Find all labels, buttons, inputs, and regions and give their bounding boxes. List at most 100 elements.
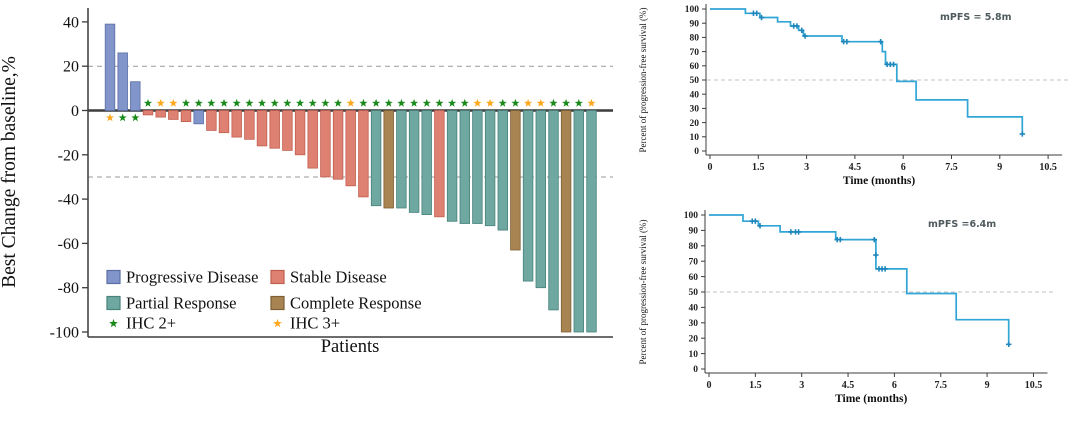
ihc-marker: [422, 98, 431, 107]
km-plot-top: 0 10 20 30 40 50 60 70 80 90 100 0 1.5 3 4.5 6 7.5 9 10.5 m…: [638, 4, 1069, 187]
ihc-marker: [486, 98, 495, 107]
waterfall-bar: [434, 110, 445, 218]
waterfall-bar: [421, 110, 432, 215]
x-tick-label: 0: [708, 162, 713, 173]
y-tick-label: 100: [684, 211, 699, 221]
legend-label: Progressive Disease: [126, 268, 258, 287]
y-tick-label: 90: [690, 19, 700, 29]
ihc-marker: [118, 113, 127, 122]
waterfall-bar: [218, 110, 230, 134]
y-tick-label: 20: [690, 119, 700, 129]
censor-mark: [890, 61, 897, 68]
y-tick-label: 20: [689, 334, 699, 344]
censor-mark: [753, 10, 760, 16]
y-tick-label: 0: [693, 365, 698, 375]
km-plot-bottom: 0 10 20 30 40 50 60 70 80 90 100 0 1.5 3 4.5 6 7.5 9 10.5 m…: [638, 210, 1054, 405]
legend-swatch: [270, 295, 285, 311]
waterfall-bar: [510, 110, 521, 251]
censor-mark: [758, 14, 765, 21]
legend-item: IHC 2+: [109, 314, 176, 333]
waterfall-bar: [117, 52, 128, 111]
waterfall-bar: [383, 110, 394, 209]
waterfall-bar: [231, 110, 242, 138]
censor-mark: [752, 218, 759, 224]
km-curve: [710, 8, 1024, 134]
y-tick-label: 90: [689, 227, 699, 237]
ihc-marker: [270, 98, 279, 107]
waterfall-bar: [396, 110, 407, 209]
waterfall-bar: [142, 110, 154, 116]
legend-swatch: [270, 269, 285, 285]
ihc-marker: [131, 113, 140, 122]
waterfall-bar: [459, 110, 471, 224]
waterfall-bar: [180, 110, 192, 123]
ihc-marker: [219, 98, 229, 107]
x-tick-label: 0: [707, 380, 712, 391]
y-tick-label: -20: [58, 147, 79, 164]
waterfall-bar: [497, 110, 509, 231]
waterfall-bar: [282, 110, 293, 151]
ihc-marker: [321, 98, 330, 107]
ihc-marker: [258, 98, 267, 107]
ihc-marker: [194, 98, 203, 107]
waterfall-bar: [332, 110, 344, 180]
ihc-marker: [296, 98, 305, 107]
y-tick-label: -40: [58, 192, 79, 209]
censor-mark: [1006, 341, 1012, 348]
y-tick-label: -100: [50, 325, 79, 342]
y-tick-label: 50: [689, 288, 699, 298]
y-tick-label: 80: [689, 242, 699, 252]
y-tick-label: 0: [71, 103, 79, 120]
censor-mark: [882, 266, 888, 272]
waterfall-bar: [548, 110, 559, 311]
y-tick-label: -80: [58, 280, 79, 297]
ihc-marker: [448, 98, 457, 107]
y-tick-label: 0: [694, 147, 699, 157]
waterfall-bar: [446, 110, 458, 222]
x-tick-label: 10.5: [1025, 380, 1043, 391]
y-tick-label: 20: [63, 59, 79, 76]
waterfall-chart: 40 20 0 -20 -40 -60 -80 -100 Best Change from ba…: [0, 8, 613, 357]
ihc-marker: [410, 98, 419, 107]
ihc-marker: [562, 98, 571, 107]
waterfall-ylabel: Best Change from baseline,%: [0, 56, 20, 288]
waterfall-bar: [484, 110, 496, 227]
waterfall-bar: [586, 110, 597, 333]
y-tick-label: 60: [690, 62, 700, 72]
censor-mark: [799, 27, 805, 33]
ihc-marker: [587, 98, 596, 107]
x-tick-label: 3: [804, 162, 809, 173]
waterfall-bar: [193, 110, 204, 125]
censor-mark: [788, 229, 794, 235]
waterfall-bar: [573, 110, 585, 333]
x-tick-label: 1.5: [749, 380, 762, 391]
ihc-marker: [359, 98, 368, 107]
mpfs-annotation: mPFS =6.4m: [928, 219, 996, 230]
y-tick-label: 50: [690, 76, 700, 86]
ihc-marker: [524, 98, 533, 107]
waterfall-bar: [320, 110, 331, 178]
censor-mark: [802, 33, 808, 39]
censor-mark: [837, 236, 844, 243]
waterfall-bar: [408, 110, 420, 213]
waterfall-bar: [130, 81, 141, 111]
y-tick-label: 70: [689, 257, 699, 267]
y-tick-label: 70: [690, 48, 700, 58]
waterfall-bar: [244, 110, 255, 140]
ihc-marker: [549, 98, 558, 107]
ihc-marker: [536, 98, 545, 107]
waterfall-bar: [168, 110, 179, 120]
x-tick-label: 7.5: [935, 380, 948, 391]
waterfall-bar: [358, 110, 369, 198]
km-ylabel: Percent of progression-free survival (%): [638, 220, 648, 365]
x-tick-label: 6: [892, 380, 897, 391]
y-tick-label: 40: [690, 90, 700, 100]
legend-label: Stable Disease: [290, 268, 387, 287]
ihc-marker: [460, 98, 469, 107]
x-tick-label: 10.5: [1039, 162, 1057, 173]
x-tick-label: 7.5: [945, 162, 958, 173]
y-tick-label: 10: [689, 350, 699, 360]
legend-star: [109, 318, 118, 328]
km-curve: [709, 214, 1010, 345]
mpfs-annotation: mPFS = 5.8m: [940, 12, 1012, 23]
